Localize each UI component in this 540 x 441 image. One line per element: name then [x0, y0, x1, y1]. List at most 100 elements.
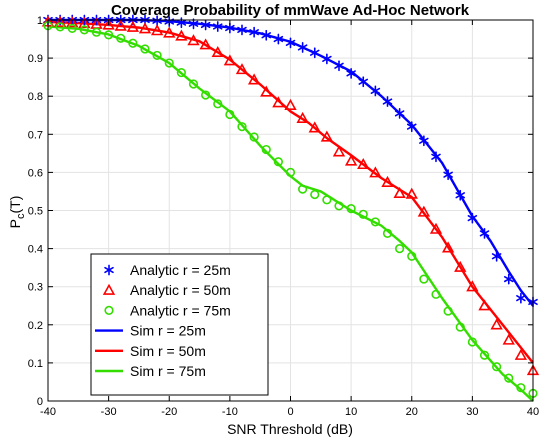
data-point: [55, 22, 65, 32]
chart-title: Coverage Probability of mmWave Ad-Hoc Ne…: [111, 2, 470, 19]
data-point: [478, 299, 491, 311]
data-point: [334, 60, 344, 72]
legend-marker-swatch: [104, 305, 114, 316]
y-tick-label: 0.8: [28, 91, 43, 103]
data-point: [479, 350, 490, 360]
legend-entry: Analytic r = 25m: [104, 262, 231, 278]
data-point: [150, 24, 164, 36]
y-tick-label: 0.7: [28, 129, 43, 141]
legend-marker-swatch: [104, 264, 114, 276]
data-point: [407, 251, 417, 261]
y-tick-label: 1: [37, 15, 43, 27]
data-point: [467, 337, 477, 347]
data-point: [346, 203, 356, 214]
data-point: [273, 33, 284, 45]
y-tick-label: 0.5: [28, 206, 43, 218]
data-point: [116, 33, 126, 43]
data-point: [466, 280, 479, 292]
data-point: [199, 38, 212, 50]
data-point: [249, 26, 259, 38]
data-point: [298, 184, 308, 194]
data-point: [334, 201, 344, 211]
data-point: [503, 273, 514, 285]
data-point: [394, 107, 405, 119]
data-point: [260, 85, 273, 97]
data-point: [370, 85, 381, 97]
data-point: [188, 18, 199, 30]
data-point: [272, 96, 285, 108]
data-point: [176, 67, 186, 78]
data-point: [429, 222, 443, 234]
y-axis-label-main: P: [7, 219, 23, 228]
data-point: [308, 121, 321, 133]
y-tick-label: 0.4: [28, 244, 43, 256]
data-point: [419, 274, 429, 284]
x-tick-label: -30: [101, 406, 117, 418]
data-point: [454, 260, 467, 272]
data-point: [201, 90, 211, 100]
data-point: [358, 76, 369, 88]
data-point: [479, 227, 490, 239]
legend-entry: Analytic r = 75m: [104, 302, 231, 318]
y-tick-label: 0: [37, 396, 43, 408]
data-point: [67, 23, 77, 33]
data-point: [491, 250, 502, 262]
series-markers-2: [43, 21, 538, 398]
data-point: [490, 318, 503, 330]
data-point: [91, 27, 102, 37]
data-point: [369, 166, 382, 178]
data-point: [393, 186, 406, 198]
data-point: [441, 241, 455, 253]
data-point: [223, 54, 237, 66]
y-axis-label-sub: c: [15, 213, 27, 219]
data-point: [79, 25, 89, 35]
y-tick-label: 0.2: [28, 320, 43, 332]
data-point: [211, 45, 224, 58]
legend-label: Analytic r = 50m: [130, 282, 231, 298]
x-tick-label: 20: [406, 406, 418, 418]
data-point: [163, 26, 176, 38]
legend-entry: Sim r = 75m: [95, 363, 206, 379]
data-point: [175, 29, 188, 41]
data-point: [516, 383, 526, 393]
data-point: [514, 348, 528, 360]
data-point: [126, 20, 140, 32]
data-point: [504, 373, 514, 383]
data-point: [467, 212, 478, 224]
data-point: [188, 79, 199, 89]
data-point: [455, 189, 466, 201]
data-point: [346, 67, 356, 79]
x-tick-label: 40: [527, 406, 539, 418]
data-point: [261, 144, 271, 155]
data-point: [322, 53, 332, 65]
legend-label: Analytic r = 25m: [130, 262, 231, 278]
data-point: [297, 42, 308, 53]
data-point: [164, 58, 174, 68]
data-point: [357, 157, 370, 170]
data-point: [455, 322, 465, 332]
data-point: [66, 16, 79, 28]
data-point: [382, 228, 393, 238]
legend-label: Sim r = 50m: [130, 343, 206, 359]
data-point: [114, 19, 127, 31]
data-point: [502, 333, 515, 345]
x-tick-label: -10: [222, 406, 238, 418]
legend-entry: Sim r = 25m: [95, 323, 206, 339]
data-point: [261, 29, 272, 41]
y-axis-label: Pc(T): [7, 196, 27, 229]
data-point: [187, 34, 200, 46]
data-point: [284, 98, 297, 110]
y-axis-label-tail: (T): [7, 196, 23, 214]
y-tick-label: 0.9: [28, 53, 43, 65]
series-line-5: [47, 25, 534, 402]
data-point: [381, 175, 394, 187]
data-point: [382, 96, 393, 107]
data-point: [247, 73, 261, 85]
data-point: [431, 151, 441, 163]
data-point: [320, 130, 334, 142]
data-point: [443, 169, 453, 181]
data-point: [273, 157, 283, 167]
y-axis-ticks: 0 0.1 0.2 0.3 0.4 0.5 0.6 0.7 0.8 0.9 1: [28, 15, 533, 408]
data-point: [285, 37, 296, 49]
